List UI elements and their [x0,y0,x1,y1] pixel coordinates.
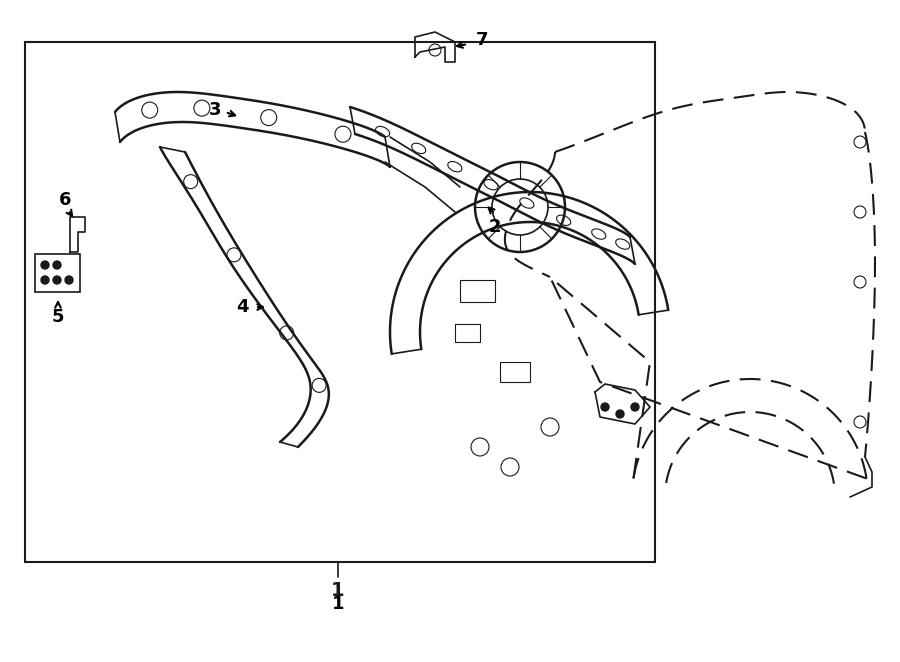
Circle shape [631,403,639,411]
Bar [460,280,495,302]
Circle shape [53,276,61,284]
Bar [500,362,530,382]
Circle shape [65,276,73,284]
Text: 1: 1 [332,595,345,613]
Circle shape [41,276,49,284]
Text: 3: 3 [209,101,221,119]
Circle shape [41,261,49,269]
Text: 6: 6 [58,191,71,209]
Circle shape [616,410,624,418]
Text: 4: 4 [236,298,248,316]
Circle shape [53,261,61,269]
Bar [25,42,655,562]
Bar [35,254,80,292]
Text: 1: 1 [331,581,345,600]
Text: 2: 2 [489,218,501,236]
Text: 5: 5 [52,308,64,326]
Text: 7: 7 [476,31,489,49]
Circle shape [601,403,609,411]
Bar [455,324,480,342]
